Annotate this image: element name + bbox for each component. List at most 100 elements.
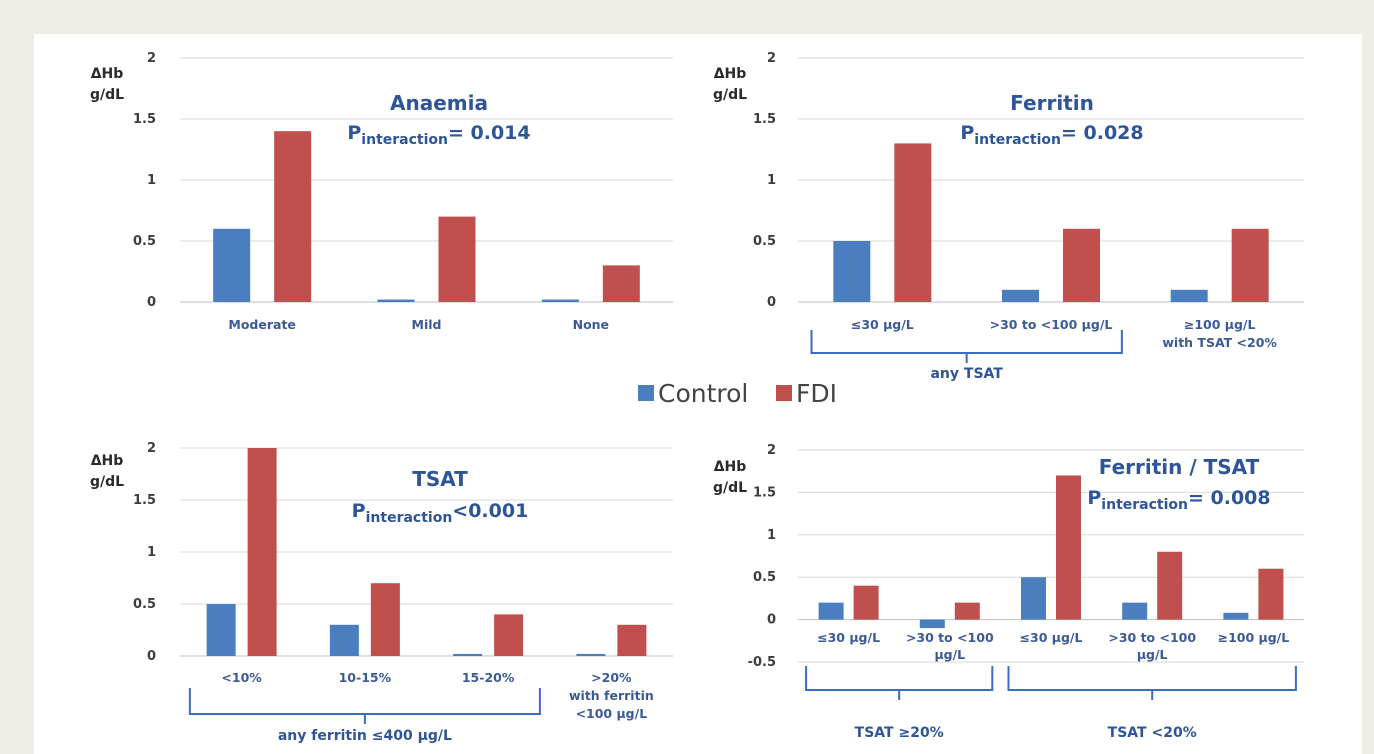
bar-control	[329, 624, 359, 656]
bar-fdi	[1157, 551, 1183, 620]
legend-swatch-control	[638, 385, 654, 401]
category-label: with ferritin	[569, 688, 654, 703]
p-interaction-label: P	[347, 122, 361, 144]
y-axis-label: g/dL	[713, 480, 747, 496]
category-label: with TSAT <20%	[1162, 335, 1277, 350]
y-tick-label: 1.5	[753, 485, 776, 500]
p-interaction-value: = 0.014	[448, 122, 531, 144]
group-label: any TSAT	[930, 366, 1003, 382]
y-tick-label: 0.5	[133, 597, 156, 612]
category-label: μg/L	[1137, 647, 1168, 662]
p-interaction-label: P	[1087, 487, 1101, 509]
chart-title: Ferritin	[1010, 91, 1094, 115]
category-label: >20%	[591, 670, 632, 685]
y-tick-label: 0	[767, 295, 776, 310]
category-label: <10%	[221, 670, 262, 685]
group-label: TSAT ≥20%	[855, 725, 944, 741]
y-tick-label: 1	[767, 528, 776, 543]
bar-control	[541, 299, 579, 302]
group-bracket	[1007, 666, 1297, 700]
category-label: ≥100 μg/L	[1218, 630, 1290, 645]
bar-fdi	[1063, 228, 1100, 302]
bar-fdi	[602, 265, 640, 302]
legend-label: Control	[658, 379, 748, 408]
category-label: >30 to <100	[1108, 630, 1196, 645]
y-axis-label: ΔHb	[714, 66, 747, 82]
p-interaction: Pinteraction<0.001	[352, 500, 529, 526]
y-tick-label: 1	[147, 545, 156, 560]
category-label: Moderate	[228, 317, 296, 332]
y-tick-label: 2	[147, 441, 156, 456]
p-interaction: Pinteraction= 0.028	[960, 122, 1143, 148]
bar-control	[576, 653, 606, 656]
bar-fdi	[370, 583, 400, 656]
bar-fdi	[1056, 475, 1081, 620]
y-tick-label: 1.5	[133, 112, 156, 127]
y-tick-label: 0	[767, 613, 776, 628]
p-interaction: Pinteraction= 0.008	[1087, 487, 1270, 513]
bar-control	[206, 604, 236, 656]
bar-control	[1223, 612, 1249, 620]
group-bracket	[188, 688, 541, 724]
category-label: ≤30 μg/L	[851, 317, 914, 332]
bar-control	[453, 653, 483, 656]
y-tick-label: -0.5	[748, 655, 776, 670]
y-tick-label: 2	[767, 51, 776, 66]
bar-control	[1021, 577, 1046, 620]
bar-control	[1122, 602, 1148, 620]
group-label: TSAT <20%	[1108, 725, 1197, 741]
bar-control	[833, 241, 871, 302]
y-axis-label: ΔHb	[714, 459, 747, 475]
category-label: ≤30 μg/L	[1020, 630, 1083, 645]
p-interaction-sub: interaction	[974, 132, 1061, 148]
bar-fdi	[954, 602, 980, 620]
bar-fdi	[494, 614, 524, 656]
chart-title: Ferritin / TSAT	[1099, 455, 1260, 479]
bar-fdi	[274, 131, 312, 302]
group-label: any ferritin ≤400 μg/L	[278, 728, 452, 744]
figure-panel: 0 0.5 1 1.5 2 ΔHb g/dL Anaemia Pinteraction= 0.0…	[34, 34, 1362, 754]
bar-fdi	[894, 143, 932, 302]
p-interaction-sub: interaction	[366, 510, 453, 526]
category-label: μg/L	[934, 647, 965, 662]
bar-fdi	[617, 624, 647, 656]
p-interaction-sub: interaction	[1101, 497, 1188, 513]
y-tick-label: 0.5	[133, 234, 156, 249]
bar-control	[213, 228, 251, 302]
bar-fdi	[853, 585, 879, 620]
category-label: <100 μg/L	[576, 706, 648, 721]
p-interaction-value: <0.001	[452, 500, 528, 522]
group-bracket	[805, 666, 994, 700]
category-label: Mild	[412, 317, 442, 332]
y-axis-label: g/dL	[713, 87, 747, 103]
y-axis-label: g/dL	[90, 87, 124, 103]
p-interaction-value: = 0.008	[1188, 487, 1271, 509]
y-tick-label: 1.5	[133, 493, 156, 508]
legend-swatch-fdi	[776, 385, 792, 401]
bar-control	[818, 602, 844, 620]
p-interaction-label: P	[352, 500, 366, 522]
bar-control	[1002, 289, 1039, 302]
y-tick-label: 1	[767, 173, 776, 188]
chart-title: TSAT	[412, 467, 468, 491]
group-bracket	[810, 330, 1123, 363]
y-axis-label: ΔHb	[91, 453, 124, 469]
category-label: >30 to <100	[906, 630, 994, 645]
bar-fdi	[247, 448, 277, 656]
y-tick-label: 2	[767, 443, 776, 458]
p-interaction-value: = 0.028	[1061, 122, 1144, 144]
y-tick-label: 1	[147, 173, 156, 188]
category-label: ≤30 μg/L	[817, 630, 880, 645]
y-tick-label: 1.5	[753, 112, 776, 127]
bar-fdi	[1231, 228, 1269, 302]
y-axis-label: ΔHb	[91, 66, 124, 82]
category-label: 10-15%	[339, 670, 392, 685]
y-tick-label: 2	[147, 51, 156, 66]
category-label: None	[573, 317, 609, 332]
p-interaction-label: P	[960, 122, 974, 144]
bar-fdi	[438, 216, 476, 302]
category-label: >30 to <100 μg/L	[990, 317, 1113, 332]
bar-control	[919, 619, 945, 629]
y-axis-label: g/dL	[90, 474, 124, 490]
